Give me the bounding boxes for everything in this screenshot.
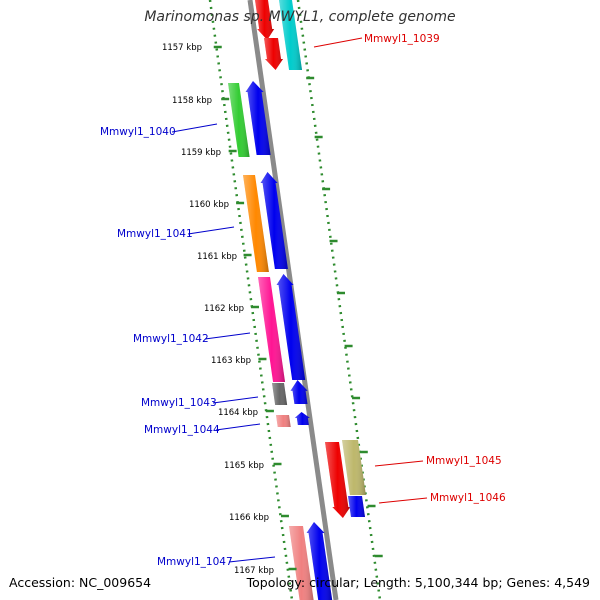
cog-block-mmwyl1-1047-shading <box>289 526 314 600</box>
inner-dotted-line <box>208 0 294 600</box>
label-leader-line <box>313 37 363 48</box>
label-leader-lines <box>171 37 428 563</box>
cds-arrow-mmwyl1-1047-shading <box>306 522 333 600</box>
outer-dotted-line <box>296 0 382 600</box>
label-leader-line <box>204 332 251 340</box>
cog-block-mmwyl1-1041-shading <box>243 175 269 272</box>
scale-labels: 1157 kbp 1158 kbp 1159 kbp 1160 kbp 1161… <box>162 43 274 576</box>
gene-labels: Mmwyl1_1040 Mmwyl1_1041 Mmwyl1_1042 Mmwy… <box>100 33 506 568</box>
gene-label-mmwyl1-1040[interactable]: Mmwyl1_1040 <box>100 126 176 138</box>
label-leader-line <box>378 497 428 504</box>
topology-text: Topology: circular; Length: 5,100,344 bp… <box>246 575 590 590</box>
scale-dotted-lines <box>208 0 382 600</box>
scale-label: 1160 kbp <box>189 200 229 210</box>
scale-label: 1166 kbp <box>229 513 269 523</box>
scale-ticks <box>213 45 383 571</box>
cog-block-mmwyl1-1043-shading <box>272 383 288 405</box>
label-leader-line <box>228 556 276 563</box>
gene-features <box>228 0 366 600</box>
scale-label: 1159 kbp <box>181 148 221 158</box>
cds-arrow-mmwyl1-1045-shading <box>325 442 351 518</box>
label-leader-line <box>171 123 218 133</box>
gene-label-mmwyl1-1041[interactable]: Mmwyl1_1041 <box>117 228 193 240</box>
cog-block-mmwyl1-1044-shading <box>276 415 291 427</box>
accession-text: Accession: NC_009654 <box>9 575 152 590</box>
gene-label-mmwyl1-1047[interactable]: Mmwyl1_1047 <box>157 556 233 568</box>
cds-arrow-top-partial-shading <box>255 0 275 40</box>
scale-label: 1158 kbp <box>172 96 212 106</box>
scale-label: 1163 kbp <box>211 356 251 366</box>
cog-block-mmwyl1-1040-shading <box>228 83 250 157</box>
gene-label-mmwyl1-1044[interactable]: Mmwyl1_1044 <box>144 424 220 436</box>
scale-label: 1157 kbp <box>162 43 202 53</box>
scale-label: 1161 kbp <box>197 252 237 262</box>
page-title: Marinomonas sp. MWYL1, complete genome <box>144 9 456 25</box>
cog-block-mmwyl1-1046-shading <box>348 496 366 517</box>
cds-arrow-mmwyl1-1044-shading <box>294 412 310 425</box>
cds-arrow-mmwyl1-1043-shading <box>290 380 308 404</box>
cds-arrow-mmwyl1-1042-shading <box>276 274 306 380</box>
gene-label-mmwyl1-1045[interactable]: Mmwyl1_1045 <box>426 455 502 467</box>
cog-block-mmwyl1-1045-shading <box>342 440 366 495</box>
gene-label-mmwyl1-1046[interactable]: Mmwyl1_1046 <box>430 492 506 504</box>
cds-arrow-mmwyl1-1040-shading <box>245 81 271 155</box>
cds-arrow-mmwyl1-1041-shading <box>260 172 288 269</box>
label-leader-line <box>212 396 259 404</box>
gene-label-mmwyl1-1042[interactable]: Mmwyl1_1042 <box>133 333 209 345</box>
cds-arrow-mmwyl1-1039-shading <box>264 38 284 70</box>
gene-label-mmwyl1-1043[interactable]: Mmwyl1_1043 <box>141 397 217 409</box>
scale-label: 1162 kbp <box>204 304 244 314</box>
cog-block-mmwyl1-1042-shading <box>258 277 286 382</box>
gene-label-mmwyl1-1039[interactable]: Mmwyl1_1039 <box>364 33 440 45</box>
label-leader-line <box>187 226 235 235</box>
cog-block-mmwyl1-1039-shading <box>279 0 303 70</box>
scale-label: 1165 kbp <box>224 461 264 471</box>
scale-label: 1164 kbp <box>218 408 258 418</box>
label-leader-line <box>374 460 424 467</box>
label-leader-line <box>215 423 261 431</box>
scale-label: 1167 kbp <box>234 566 274 576</box>
